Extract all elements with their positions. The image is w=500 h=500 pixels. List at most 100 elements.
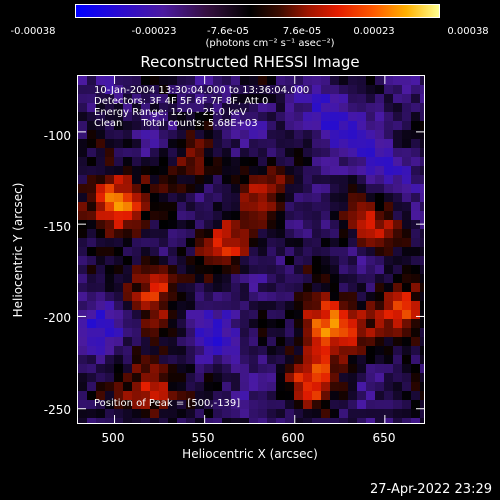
- heatmap-cell: [96, 337, 106, 347]
- heatmap-cell: [186, 238, 196, 248]
- heatmap-cell: [420, 391, 424, 401]
- heatmap-cell: [222, 247, 232, 257]
- heatmap-cell: [123, 202, 133, 212]
- heatmap-cell: [105, 364, 115, 374]
- heatmap-cell: [393, 301, 403, 311]
- heatmap-cell: [186, 130, 196, 140]
- heatmap-cell: [159, 328, 169, 338]
- heatmap-cell: [231, 274, 241, 284]
- heatmap-cell: [222, 337, 232, 347]
- heatmap-cell: [213, 121, 223, 131]
- heatmap-cell: [177, 139, 187, 149]
- heatmap-cell: [357, 166, 367, 176]
- heatmap-cell: [159, 139, 169, 149]
- heatmap-cell: [375, 238, 385, 248]
- heatmap-cell: [231, 238, 241, 248]
- heatmap-cell: [348, 274, 358, 284]
- heatmap-cell: [348, 373, 358, 383]
- y-tick-label: -150: [43, 220, 71, 234]
- heatmap-cell: [222, 130, 232, 140]
- heatmap-cell: [321, 265, 331, 275]
- heatmap-cell: [375, 211, 385, 221]
- heatmap-cell: [96, 400, 106, 410]
- heatmap-cell: [339, 175, 349, 185]
- heatmap-cell: [240, 256, 250, 266]
- heatmap-cell: [87, 274, 97, 284]
- heatmap-cell: [222, 400, 232, 410]
- y-tick-label: -250: [43, 403, 71, 417]
- heatmap-cell: [159, 292, 169, 302]
- heatmap-cell: [321, 85, 331, 95]
- heatmap-cell: [222, 283, 232, 293]
- heatmap-cell: [96, 94, 106, 104]
- heatmap-cell: [258, 265, 268, 275]
- heatmap-cell: [213, 229, 223, 239]
- heatmap-cell: [312, 337, 322, 347]
- heatmap-cell: [168, 238, 178, 248]
- heatmap-cell: [258, 211, 268, 221]
- heatmap-cell: [411, 247, 421, 257]
- heatmap-cell: [402, 391, 412, 401]
- heatmap-cell: [195, 328, 205, 338]
- x-tick-label: 650: [372, 431, 396, 445]
- heatmap-cell: [258, 328, 268, 338]
- heatmap-cell: [186, 211, 196, 221]
- heatmap-cell: [204, 355, 214, 365]
- heatmap-cell: [87, 409, 97, 419]
- heatmap-cell: [159, 373, 169, 383]
- heatmap-cell: [393, 364, 403, 374]
- heatmap-cell: [105, 130, 115, 140]
- heatmap-cell: [195, 247, 205, 257]
- heatmap-cell: [294, 364, 304, 374]
- heatmap-cell: [141, 202, 151, 212]
- heatmap-cell: [195, 409, 205, 419]
- heatmap-cell: [222, 328, 232, 338]
- heatmap-cell: [240, 373, 250, 383]
- heatmap-cell: [375, 103, 385, 113]
- heatmap-cell: [105, 220, 115, 230]
- axis-tick-mark: [204, 415, 206, 423]
- heatmap-cell: [267, 328, 277, 338]
- heatmap-cell: [393, 139, 403, 149]
- heatmap-cell: [123, 166, 133, 176]
- heatmap-cell: [411, 166, 421, 176]
- heatmap-cell: [339, 409, 349, 419]
- heatmap-cell: [420, 148, 424, 158]
- heatmap-cell: [204, 148, 214, 158]
- heatmap-cell: [357, 265, 367, 275]
- heatmap-cell: [285, 211, 295, 221]
- heatmap-cell: [240, 220, 250, 230]
- clean-total-counts: Clean Total counts: 5.68E+03: [94, 118, 258, 129]
- heatmap-cell: [366, 85, 376, 95]
- heatmap-cell: [96, 175, 106, 185]
- heatmap-cell: [276, 256, 286, 266]
- heatmap-cell: [222, 157, 232, 167]
- heatmap-cell: [159, 193, 169, 203]
- heatmap-cell: [276, 409, 286, 419]
- heatmap-cell: [339, 238, 349, 248]
- heatmap-cell: [159, 310, 169, 320]
- heatmap-cell: [168, 301, 178, 311]
- heatmap-cell: [303, 337, 313, 347]
- heatmap-cell: [411, 328, 421, 338]
- heatmap-cell: [123, 400, 133, 410]
- heatmap-cell: [249, 220, 259, 230]
- heatmap-cell: [222, 382, 232, 392]
- heatmap-cell: [357, 76, 367, 86]
- heatmap-cell: [78, 121, 88, 131]
- heatmap-cell: [339, 220, 349, 230]
- heatmap-cell: [402, 211, 412, 221]
- heatmap-cell: [132, 355, 142, 365]
- heatmap-cell: [186, 256, 196, 266]
- heatmap-cell: [105, 211, 115, 221]
- heatmap-cell: [393, 400, 403, 410]
- heatmap-cell: [204, 175, 214, 185]
- heatmap-cell: [402, 274, 412, 284]
- heatmap-cell: [78, 238, 88, 248]
- heatmap-cell: [249, 121, 259, 131]
- heatmap-cell: [141, 166, 151, 176]
- heatmap-cell: [123, 211, 133, 221]
- heatmap-cell: [420, 292, 424, 302]
- heatmap-cell: [267, 121, 277, 131]
- heatmap-cell: [204, 265, 214, 275]
